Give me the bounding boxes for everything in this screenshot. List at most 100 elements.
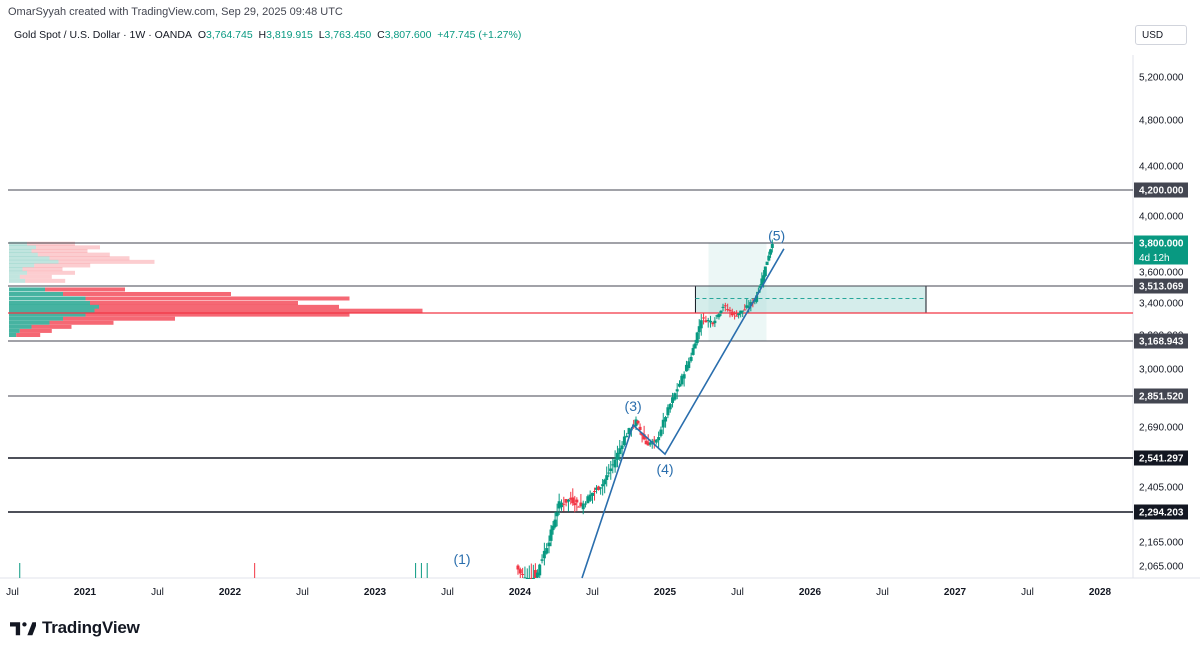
volume-profile-bar-up <box>9 328 20 333</box>
candle-body <box>693 343 697 349</box>
candle-body <box>735 315 739 317</box>
candle-body <box>706 320 710 322</box>
volume-profile-bar-down <box>85 312 350 317</box>
x-tick-label: 2027 <box>944 587 967 598</box>
x-tick-label: 2023 <box>364 587 387 598</box>
volume-profile-bar-down <box>16 333 41 337</box>
volume-profile-bar-up <box>9 252 38 257</box>
tradingview-brand[interactable]: TradingView <box>10 618 140 638</box>
volume-profile <box>9 241 423 337</box>
candle-body <box>646 442 650 446</box>
candle-body <box>555 512 559 517</box>
candle-body <box>699 320 703 329</box>
candle-body <box>680 375 684 385</box>
low-label: L <box>318 29 325 41</box>
candle-body <box>715 315 719 317</box>
candle-body <box>611 464 615 466</box>
volume-profile-bar-up <box>9 241 27 246</box>
volume-profile-bar-up <box>9 291 63 296</box>
candle-body <box>659 429 663 436</box>
volume-profile-bar-down <box>36 245 100 250</box>
x-tick-label: Jul <box>876 587 889 598</box>
wave-label: (4) <box>656 461 673 477</box>
volume-profile-bar-down <box>37 252 110 257</box>
x-tick-label: 2021 <box>74 587 97 598</box>
candle-body <box>622 436 626 446</box>
currency-button[interactable]: USD <box>1135 25 1187 45</box>
y-tick-label: 3,400.000 <box>1139 299 1184 310</box>
candle-body <box>533 570 537 578</box>
candle-body <box>613 459 617 468</box>
volume-profile-bar-up <box>9 333 17 337</box>
candle-body <box>713 320 717 324</box>
candle-body <box>538 564 542 576</box>
candle-body <box>627 428 631 434</box>
candle-body <box>668 404 672 410</box>
candle-body <box>593 491 597 493</box>
candle-body <box>769 249 773 255</box>
y-tick-label: 4,000.000 <box>1139 212 1184 223</box>
candle-body <box>695 332 699 344</box>
volume-profile-bar-down <box>45 287 125 292</box>
candle-body <box>531 578 535 579</box>
x-tick-label: 2025 <box>654 587 677 598</box>
x-tick-label: 2024 <box>509 587 532 598</box>
candle-body <box>638 426 642 431</box>
volume-profile-bar-up <box>9 267 23 272</box>
volume-profile-bar-up <box>9 245 36 250</box>
candle-body <box>762 275 766 282</box>
candle-body <box>527 578 531 579</box>
candle-body <box>661 419 665 428</box>
candle-body <box>753 300 757 302</box>
candle-body <box>691 348 695 355</box>
volume-profile-bar-up <box>9 256 50 261</box>
x-tick-label: Jul <box>6 587 19 598</box>
candle-body <box>765 261 769 265</box>
volume-profile-bar-down <box>31 248 88 253</box>
candle-body <box>518 569 522 574</box>
price-level-badge <box>1134 278 1188 294</box>
x-tick-label: Jul <box>296 587 309 598</box>
candle-body <box>551 525 555 531</box>
x-tick-label: 2028 <box>1089 587 1112 598</box>
y-tick-label: 3,600.000 <box>1139 268 1184 279</box>
volume-profile-bar-down <box>63 316 175 321</box>
candle-body <box>709 320 713 323</box>
candle-body <box>749 302 753 306</box>
candle-body <box>579 502 583 506</box>
candle-body <box>730 311 734 316</box>
time-axis[interactable]: Jul 2021 Jul 2022 Jul 2023 Jul 2024 Jul 2025 Jul 20… <box>6 587 1111 598</box>
candle-body <box>666 407 670 416</box>
candle-body <box>553 519 557 528</box>
candle-body <box>721 306 725 308</box>
countdown-badge <box>1134 250 1188 265</box>
price-level-badge <box>1134 504 1188 520</box>
y-tick-label: 2,405.000 <box>1139 483 1184 494</box>
volume-profile-bar-down <box>63 291 231 296</box>
high-value: 3,819.915 <box>266 29 313 41</box>
volume-profile-bar-down <box>49 256 130 261</box>
candle-body <box>755 295 759 302</box>
candle-body <box>586 496 590 504</box>
price-level-badges: 4,200.000 3,800.000 4d 12h 3,513.069 3,168.9… <box>1134 182 1188 520</box>
candle-body <box>597 486 601 490</box>
price-level-badge <box>1134 235 1188 251</box>
volume-profile-bar-down <box>19 328 52 333</box>
close-value: 3,807.600 <box>384 29 432 41</box>
candle-body <box>607 472 611 474</box>
candle-body <box>711 322 715 325</box>
price-level-badge-text: 3,513.069 <box>1139 282 1184 293</box>
volume-profile-bar-down <box>27 270 75 275</box>
volume-profile-bar-up <box>9 304 99 309</box>
volume-profile-bar-down <box>58 259 155 264</box>
candle-body <box>571 497 575 504</box>
volume-profile-bar-up <box>9 270 27 275</box>
candle-body <box>605 475 609 480</box>
volume-profile-bar-up <box>9 301 90 305</box>
candle-body <box>559 502 563 508</box>
candle-body <box>741 310 745 312</box>
candle-body <box>634 419 638 427</box>
price-axis[interactable]: 5,200.000 4,800.000 4,400.000 4,000.000 3,60… <box>1139 73 1184 573</box>
volume-profile-bar-up <box>9 296 86 301</box>
